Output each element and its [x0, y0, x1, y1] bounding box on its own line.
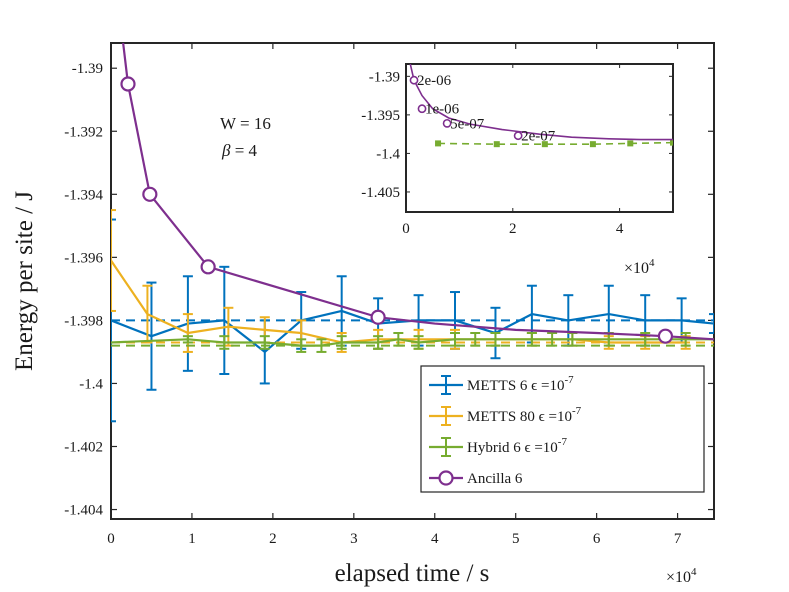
y-tick-label: -1.39	[72, 61, 103, 77]
y-tick-label: -1.398	[64, 313, 103, 329]
y-tick-label: -1.396	[64, 250, 103, 266]
series-point	[142, 186, 158, 202]
series-line	[111, 338, 714, 347]
legend-item: METTS 6 ϵ =10-7	[429, 374, 574, 395]
inset-x-tick-label: 0	[402, 221, 410, 237]
inset-ancilla-point	[417, 104, 427, 114]
main-series	[111, 43, 714, 423]
inset-x-tick-label: 4	[616, 221, 624, 237]
inset-y-tick-label: -1.395	[361, 108, 400, 124]
legend-label: Ancilla 6	[467, 471, 523, 487]
x-tick-label: 5	[512, 531, 520, 547]
inset-hybrid-point	[589, 141, 596, 148]
inset-x-tick-label: 2	[509, 221, 517, 237]
y-tick-label: -1.402	[64, 439, 103, 455]
legend: METTS 6 ϵ =10-7 METTS 80 ϵ =10-7 Hybrid 6 …	[420, 365, 705, 493]
inset-hybrid-line	[438, 141, 673, 145]
inset-y-tick-label: -1.405	[361, 185, 400, 201]
legend-label: METTS 6 ϵ =10-7	[467, 374, 574, 394]
annotation-beta: β = 4	[221, 141, 258, 160]
inset-plot-area	[405, 63, 674, 213]
y-tick-label: -1.4	[79, 376, 103, 392]
legend-box	[420, 365, 705, 493]
legend-item: Hybrid 6 ϵ =10-7	[429, 436, 567, 457]
x-axis-label: elapsed time / s	[335, 560, 490, 587]
inset-ancilla-point	[513, 131, 523, 141]
x-tick-label: 6	[593, 531, 601, 547]
inset-point-label: 5e-07	[450, 116, 485, 132]
x-tick-label: 7	[674, 531, 682, 547]
series-point	[120, 76, 136, 92]
x-tick-label: 3	[350, 531, 358, 547]
x-tick-label: 1	[188, 531, 196, 547]
y-tick-label: -1.392	[64, 124, 103, 140]
inset-ancilla-point	[442, 118, 452, 128]
inset-ancilla-line	[409, 64, 673, 141]
inset-ancilla-point	[409, 75, 419, 85]
x-tick-label: 2	[269, 531, 277, 547]
series-3	[120, 43, 714, 344]
inset-x-multiplier: ×104	[624, 257, 655, 277]
inset-y-tick-label: -1.39	[369, 69, 400, 85]
inset-ticks: 0 2 4 -1.405 -1.4 -1.395 -1.39	[361, 64, 673, 237]
legend-label: METTS 80 ϵ =10-7	[467, 405, 582, 425]
inset-point-label: 1e-06	[425, 102, 460, 118]
inset-point-label: 2e-07	[521, 129, 556, 145]
x-axis-multiplier: ×104	[666, 566, 697, 586]
legend-marker	[438, 470, 454, 486]
series-point	[370, 309, 386, 325]
legend-label: Hybrid 6 ϵ =10-7	[467, 436, 567, 456]
inset-hybrid-point	[627, 140, 634, 147]
x-tick-label: 0	[107, 531, 115, 547]
inset-point-label: 2e-06	[417, 73, 452, 89]
series-line	[122, 43, 714, 341]
series-point	[200, 259, 216, 275]
legend-item: Ancilla 6	[429, 470, 523, 487]
inset-hybrid-point	[435, 140, 442, 147]
main-ticks: 0 1 2 3 4 5 6 7-1.404-1.402-1.4-1.398-1.396-1.3…	[64, 43, 714, 547]
inset-hybrid-point	[670, 139, 673, 146]
inset-y-tick-label: -1.4	[376, 146, 400, 162]
legend-item: METTS 80 ϵ =10-7	[429, 405, 582, 426]
y-tick-label: -1.404	[64, 503, 103, 519]
inset-hybrid-point	[493, 141, 500, 148]
y-tick-label: -1.394	[64, 187, 103, 203]
inset-hybrid-point	[541, 141, 548, 148]
series-point	[657, 328, 674, 344]
y-axis-label: Energy per site / J	[11, 191, 38, 371]
x-tick-label: 4	[431, 531, 439, 547]
annotation-w: W = 16	[220, 114, 271, 133]
